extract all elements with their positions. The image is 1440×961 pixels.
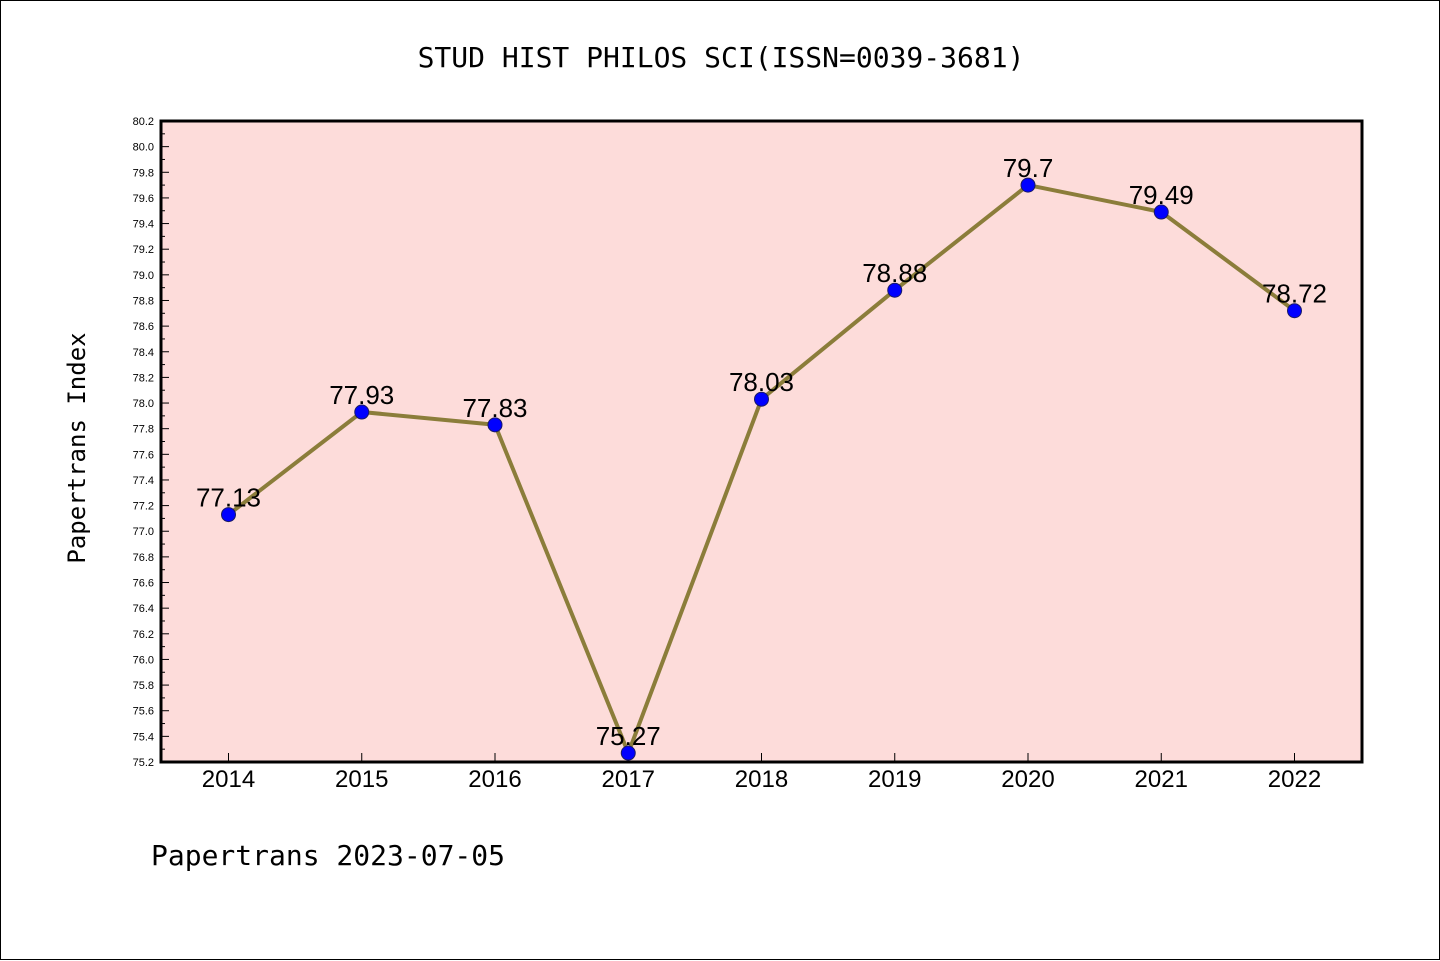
- y-tick-label: 75.2: [133, 757, 154, 769]
- y-tick-label: 78.0: [133, 398, 154, 410]
- y-tick-label: 77.4: [133, 475, 154, 487]
- y-axis: 75.2 75.4 75.6 75.8 76.0 76.2 76.4 76.6 76.8 77.0…: [133, 116, 169, 769]
- x-tick-label: 2018: [735, 766, 788, 793]
- y-tick-label: 77.8: [133, 424, 154, 436]
- x-tick-label: 2015: [335, 766, 388, 793]
- plot-border: [159, 119, 1364, 764]
- y-tick-label: 76.2: [133, 629, 154, 641]
- data-point: [620, 745, 636, 761]
- x-tick-label: 2020: [1001, 766, 1054, 793]
- y-tick-label: 76.4: [133, 603, 154, 615]
- y-tick-label: 80.2: [133, 116, 154, 128]
- y-tick-label: 79.2: [133, 244, 154, 256]
- y-tick-label: 79.0: [133, 270, 154, 282]
- y-tick-label: 77.0: [133, 526, 154, 538]
- y-tick-label: 78.4: [133, 347, 154, 359]
- data-point: [1153, 204, 1169, 220]
- data-point: [221, 507, 236, 523]
- x-tick-label: 2019: [868, 766, 921, 793]
- y-tick-label: 79.6: [133, 193, 154, 205]
- y-tick-label: 75.4: [133, 731, 154, 743]
- y-tick-label: 76.8: [133, 552, 154, 564]
- y-tick-label: 77.2: [133, 501, 154, 513]
- data-point: [754, 391, 769, 407]
- chart-title: STUD HIST PHILOS SCI(ISSN=0039-3681): [418, 41, 1025, 74]
- data-point: [354, 404, 370, 420]
- x-tick-label: 2014: [202, 766, 255, 793]
- y-tick-label: 76.6: [133, 578, 154, 590]
- y-axis-label: Papertrans Index: [63, 332, 91, 563]
- y-tick-label: 78.8: [133, 295, 154, 307]
- y-tick-label: 78.6: [133, 321, 154, 333]
- x-tick-label: 2016: [468, 766, 521, 793]
- x-axis: 2014 2015 2016 2017 2018 2019 2020 2021 2022: [202, 753, 1321, 793]
- data-point: [1287, 303, 1302, 319]
- y-tick-label: 76.0: [133, 654, 154, 666]
- data-point: [1020, 177, 1036, 193]
- chart-footer: Papertrans 2023-07-05: [151, 839, 505, 872]
- y-tick-label: 78.2: [133, 372, 154, 384]
- y-tick-label: 79.4: [133, 219, 154, 231]
- y-tick-label: 75.8: [133, 680, 154, 692]
- data-point: [487, 417, 503, 433]
- y-tick-label: 80.0: [133, 142, 154, 154]
- y-tick-label: 77.6: [133, 449, 154, 461]
- x-tick-label: 2022: [1268, 766, 1321, 793]
- x-tick-label: 2021: [1135, 766, 1188, 793]
- plot-area: [161, 121, 1362, 762]
- data-point: [887, 282, 903, 298]
- y-tick-label: 79.8: [133, 167, 154, 179]
- y-tick-label: 75.6: [133, 706, 154, 718]
- x-tick-label: 2017: [602, 766, 655, 793]
